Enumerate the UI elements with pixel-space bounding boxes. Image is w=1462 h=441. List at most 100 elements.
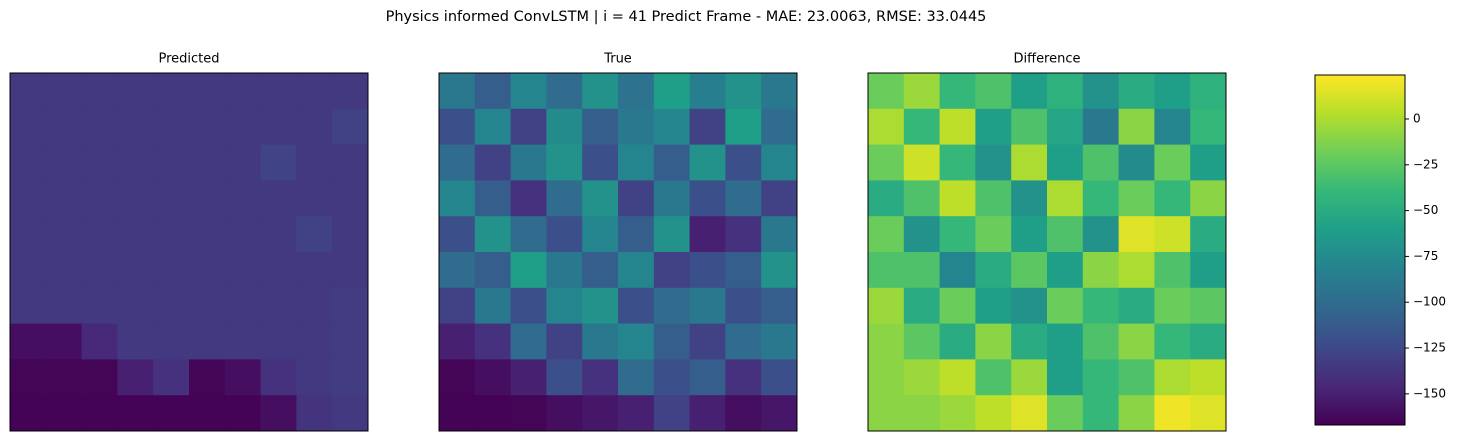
colorbar-tick-label: −150 <box>1413 386 1446 400</box>
cell <box>189 395 226 432</box>
cell <box>725 144 762 181</box>
cell <box>510 108 547 146</box>
cell <box>689 216 726 253</box>
cell <box>81 144 118 181</box>
cell <box>260 323 297 360</box>
cell <box>546 395 583 432</box>
cell <box>81 180 118 217</box>
cell <box>653 216 691 253</box>
cell <box>903 108 941 146</box>
cell <box>474 144 512 181</box>
cell <box>1047 144 1084 181</box>
cell <box>296 180 333 217</box>
colorbar-tick-label: −100 <box>1413 295 1446 309</box>
cell <box>761 287 798 325</box>
cell <box>474 108 512 146</box>
cell <box>1118 252 1155 289</box>
cell <box>439 73 476 110</box>
cell <box>153 73 190 110</box>
cell <box>474 180 512 217</box>
cell <box>1154 73 1191 110</box>
cell <box>296 73 333 110</box>
cell <box>332 144 369 181</box>
cell <box>45 216 83 253</box>
cell <box>868 395 905 432</box>
colorbar-tick-label: −25 <box>1413 157 1438 171</box>
cell <box>510 323 547 360</box>
cell <box>725 180 762 217</box>
cell <box>81 359 118 396</box>
cell <box>1190 287 1227 325</box>
cell <box>189 180 226 217</box>
cell <box>761 180 798 217</box>
cell <box>1011 252 1048 289</box>
cell <box>1011 144 1048 181</box>
cell <box>510 359 547 396</box>
cell <box>725 323 762 360</box>
cell <box>510 180 547 217</box>
cell <box>510 216 547 253</box>
cell <box>474 395 512 432</box>
cell <box>903 216 941 253</box>
cell <box>975 216 1012 253</box>
cell <box>939 144 976 181</box>
cell <box>10 323 47 360</box>
cell <box>189 73 226 110</box>
cell <box>868 323 905 360</box>
cell <box>903 323 941 360</box>
cell <box>224 216 262 253</box>
cell <box>260 144 297 181</box>
cell <box>510 287 547 325</box>
cell <box>510 144 547 181</box>
cell <box>45 144 83 181</box>
cell <box>1190 73 1227 110</box>
cell <box>761 216 798 253</box>
cell <box>582 323 619 360</box>
cell <box>761 108 798 146</box>
cell <box>868 108 905 146</box>
cell <box>81 323 118 360</box>
cell <box>1082 73 1120 110</box>
cell <box>510 252 547 289</box>
cell <box>1082 287 1120 325</box>
cell <box>939 252 976 289</box>
cell <box>939 216 976 253</box>
cell <box>1154 359 1191 396</box>
panel-frame <box>438 72 798 432</box>
cell <box>189 359 226 396</box>
cell <box>260 216 297 253</box>
colorbar-tick-label: −125 <box>1413 341 1446 355</box>
cell <box>653 144 691 181</box>
cell <box>761 144 798 181</box>
cell <box>868 73 905 110</box>
cell <box>439 108 476 146</box>
cell <box>296 108 333 146</box>
cell <box>689 395 726 432</box>
cell <box>618 252 655 289</box>
cell <box>189 108 226 146</box>
cell <box>975 252 1012 289</box>
cell <box>296 144 333 181</box>
cell <box>868 144 905 181</box>
cell <box>903 144 941 181</box>
cell <box>975 108 1012 146</box>
cell <box>10 144 47 181</box>
cell <box>332 323 369 360</box>
cell <box>117 144 154 181</box>
cell <box>1011 73 1048 110</box>
cell <box>761 323 798 360</box>
cell <box>1047 359 1084 396</box>
cell <box>1118 216 1155 253</box>
cell <box>1118 144 1155 181</box>
cell <box>153 108 190 146</box>
cell <box>260 180 297 217</box>
cell <box>10 252 47 289</box>
cell <box>653 73 691 110</box>
cell <box>868 359 905 396</box>
cell <box>439 287 476 325</box>
cell <box>868 252 905 289</box>
cell <box>224 252 262 289</box>
cell <box>653 323 691 360</box>
cell <box>117 216 154 253</box>
cell <box>117 359 154 396</box>
